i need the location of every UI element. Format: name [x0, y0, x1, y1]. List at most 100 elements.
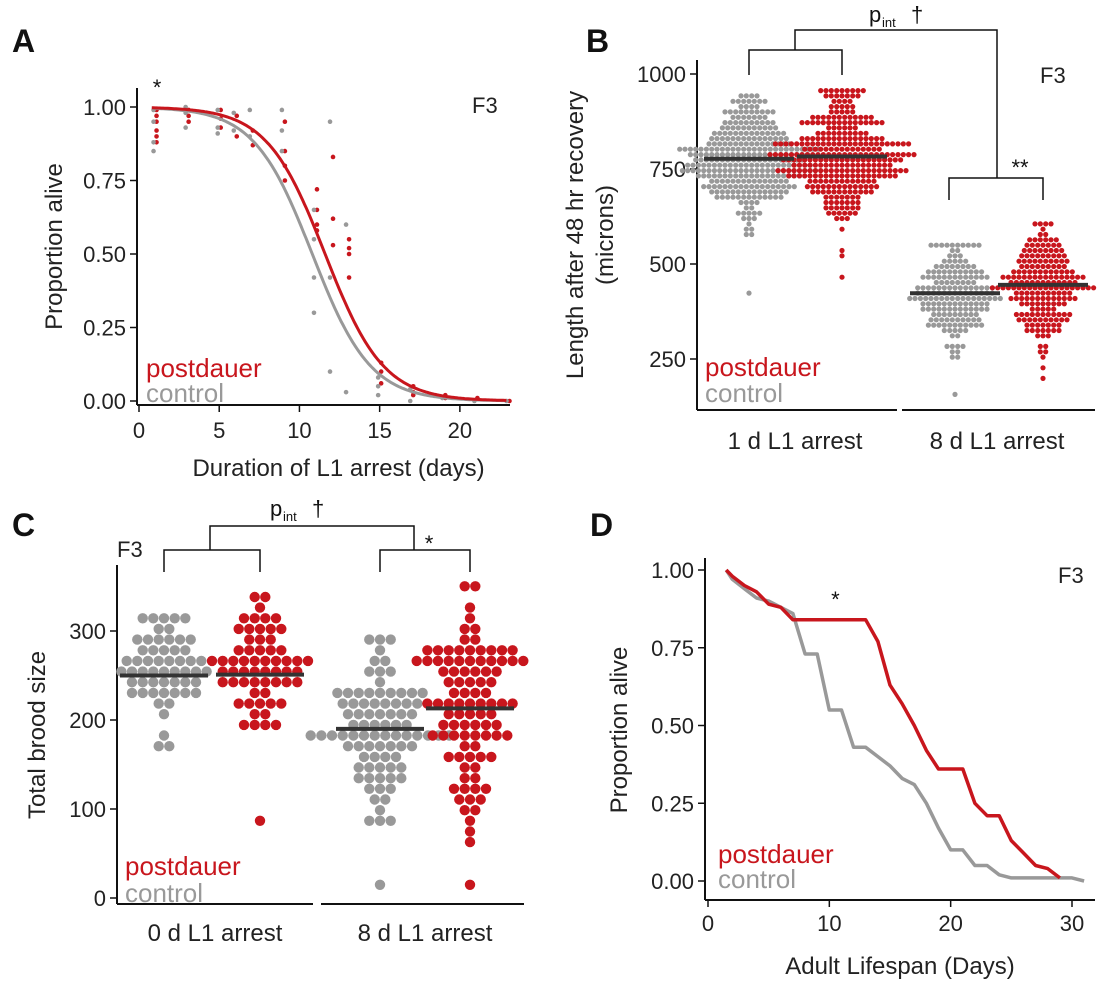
panel-a-point-control [328, 119, 333, 124]
panel-b-point-control [738, 173, 743, 178]
panel-b-point-control [749, 131, 754, 136]
panel-b-point-postdauer [810, 141, 815, 146]
panel-d-x-tick-label: 20 [938, 911, 962, 936]
panel-b-point-postdauer [815, 189, 820, 194]
panel-b-point-control [744, 184, 749, 189]
panel-b-point-control [944, 344, 949, 349]
panel-b-point-postdauer [1027, 248, 1032, 253]
panel-b-point-postdauer [839, 104, 844, 109]
panel-b-point-control [725, 195, 730, 200]
panel-c-point-postdauer [271, 656, 281, 666]
panel-a-point-postdauer [347, 237, 352, 242]
panel-b-point-postdauer [791, 173, 796, 178]
panel-b-point-control [709, 152, 714, 157]
panel-c-point-control [386, 816, 396, 826]
panel-c-point-postdauer [486, 645, 496, 655]
panel-b-point-control [749, 93, 754, 98]
panel-b-point-postdauer [837, 184, 842, 189]
panel-b-point-postdauer [1014, 296, 1019, 301]
panel-b-point-postdauer [1032, 317, 1037, 322]
panel-b-point-postdauer [1035, 312, 1040, 317]
panel-b-point-postdauer [1064, 275, 1069, 280]
panel-b-point-postdauer [845, 200, 850, 205]
panel-b-point-control [738, 93, 743, 98]
panel-b-point-postdauer [1040, 376, 1045, 381]
panel-b-point-control [760, 120, 765, 125]
panel-b-point-postdauer [847, 125, 852, 130]
panel-b-point-control [714, 195, 719, 200]
panel-b-point-control [717, 184, 722, 189]
panel-b-point-control [730, 195, 735, 200]
panel-b-point-postdauer [1038, 237, 1043, 242]
panel-b-point-postdauer [1038, 221, 1043, 226]
panel-b-point-control [944, 264, 949, 269]
panel-c-point-control [375, 666, 385, 676]
panel-b-point-postdauer [1062, 253, 1067, 258]
panel-b-point-control [976, 243, 981, 248]
panel-b-point-control [741, 136, 746, 141]
panel-c-point-control [380, 730, 390, 740]
panel-b-point-postdauer [871, 179, 876, 184]
panel-c-point-postdauer [255, 634, 265, 644]
panel-b-point-control [746, 152, 751, 157]
panel-b-point-postdauer [1035, 264, 1040, 269]
panel-b-point-control [722, 173, 727, 178]
panel-b-point-control [960, 317, 965, 322]
panel-d-series-line-postdauer [726, 570, 1060, 878]
panel-c-point-postdauer [444, 656, 454, 666]
panel-b-point-postdauer [826, 184, 831, 189]
panel-b-point-control [757, 115, 762, 120]
panel-b-point-control [720, 195, 725, 200]
panel-b-point-control [776, 131, 781, 136]
panel-b-point-control [752, 125, 757, 130]
panel-b-point-control [738, 200, 743, 205]
panel-b-point-postdauer [869, 136, 874, 141]
panel-b-point-postdauer [1024, 301, 1029, 306]
panel-a: A F3 0.00 0.25 0.50 0.75 1.00 0 5 10 15 20 Duration … [12, 23, 512, 482]
panel-b-point-control [984, 301, 989, 306]
panel-b-point-control [738, 104, 743, 109]
panel-b-point-postdauer [1040, 355, 1045, 360]
panel-b-legend-control: control [705, 378, 783, 408]
panel-b-point-postdauer [1054, 237, 1059, 242]
panel-b-point-control [982, 296, 987, 301]
panel-b-point-control [749, 168, 754, 173]
panel-a-point-control [328, 369, 333, 374]
panel-b-point-control [770, 184, 775, 189]
panel-a-y-tick-label: 1.00 [83, 95, 126, 120]
panel-b-point-control [778, 136, 783, 141]
panel-b-point-postdauer [845, 147, 850, 152]
panel-b-point-postdauer [789, 152, 794, 157]
panel-c-point-control [391, 752, 401, 762]
panel-b-point-postdauer [1051, 312, 1056, 317]
panel-b-point-control [974, 285, 979, 290]
panel-a-point-control [248, 108, 253, 113]
panel-b-point-control [733, 173, 738, 178]
panel-b-point-control [754, 141, 759, 146]
panel-b-point-postdauer [826, 136, 831, 141]
panel-b-point-postdauer [1064, 259, 1069, 264]
panel-b-point-postdauer [887, 173, 892, 178]
panel-b-point-control [931, 275, 936, 280]
panel-c-point-control [338, 730, 348, 740]
panel-c-point-control [306, 730, 316, 740]
panel-b-point-postdauer [1051, 301, 1056, 306]
panel-c-point-postdauer [250, 592, 260, 602]
panel-c-point-postdauer [470, 773, 480, 783]
panel-b-point-postdauer [845, 88, 850, 93]
panel-b-point-control [762, 115, 767, 120]
panel-b-point-postdauer [1091, 285, 1096, 290]
panel-b-point-control [744, 232, 749, 237]
panel-c-point-control [354, 688, 364, 698]
panel-a-point-control [215, 125, 220, 130]
panel-b-point-postdauer [815, 136, 820, 141]
panel-b-point-postdauer [1075, 275, 1080, 280]
panel-c-point-control [180, 688, 190, 698]
panel-b-bracket-8d [949, 178, 1043, 200]
panel-c-point-control [364, 688, 374, 698]
panel-b-point-control [749, 205, 754, 210]
panel-b-point-control [976, 296, 981, 301]
panel-c-point-postdauer [250, 720, 260, 730]
panel-b-point-postdauer [842, 99, 847, 104]
panel-b-point-postdauer [842, 125, 847, 130]
